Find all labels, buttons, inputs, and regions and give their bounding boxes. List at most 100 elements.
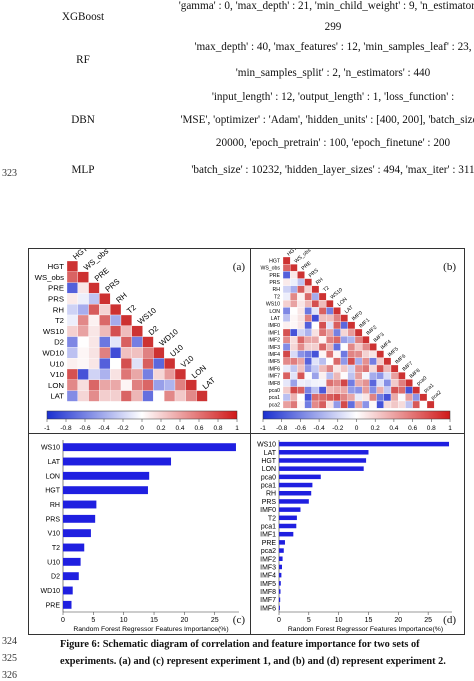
x-axis-label: Random Forest Regressor Features Importa… bbox=[73, 626, 228, 633]
heatmap-cell bbox=[99, 368, 111, 380]
heatmap-cell bbox=[318, 292, 327, 301]
heatmap-cell bbox=[297, 357, 305, 366]
bar-category-label: LAT bbox=[48, 459, 61, 466]
x-tick-label: 10 bbox=[120, 617, 128, 624]
x-tick-label: 20 bbox=[180, 617, 188, 624]
heatmap-cell bbox=[282, 357, 291, 366]
heatmap-cell bbox=[164, 379, 176, 391]
heatmap-row-label: IMF0 bbox=[268, 323, 280, 329]
x-tick-label: 15 bbox=[150, 617, 158, 624]
heatmap-col-label: PRE bbox=[93, 266, 111, 283]
heatmap-cell bbox=[318, 379, 327, 387]
heatmap-cell bbox=[347, 321, 356, 330]
heatmap-cell bbox=[88, 314, 100, 326]
heatmap-cell bbox=[354, 372, 363, 380]
bar bbox=[63, 500, 97, 509]
heatmap-col-label: HGT bbox=[286, 249, 299, 258]
heatmap-cell bbox=[369, 350, 377, 358]
heatmap-row-label: PRS bbox=[48, 295, 64, 304]
heatmap-row-label: IMF4 bbox=[268, 352, 280, 358]
panel-label: (d) bbox=[443, 614, 456, 626]
heatmap-cell bbox=[383, 364, 392, 373]
heatmap-cell bbox=[390, 372, 399, 380]
heatmap-cell bbox=[340, 372, 348, 380]
heatmap-cell bbox=[99, 325, 111, 337]
x-tick-label: 5 bbox=[91, 617, 95, 624]
heatmap-cell bbox=[405, 393, 413, 402]
heatmap-cell bbox=[340, 357, 348, 366]
heatmap-cell bbox=[77, 390, 89, 402]
bar bbox=[279, 540, 285, 545]
heatmap-cell bbox=[282, 256, 291, 265]
heatmap-cell bbox=[398, 400, 406, 409]
heatmap-row-label: IMF3 bbox=[268, 345, 280, 351]
bar bbox=[279, 450, 369, 455]
heatmap-cell bbox=[290, 372, 298, 380]
bar-category-label: IMF8 bbox=[260, 589, 276, 596]
heatmap-cell bbox=[311, 350, 320, 358]
heatmap-cell bbox=[326, 400, 334, 409]
feature-importance-chart-d: WS10LATHGTLONpca0pca1RHPRSIMF0T2pca1IMF1… bbox=[257, 440, 452, 633]
bar bbox=[279, 499, 309, 504]
heatmap-cell bbox=[326, 393, 334, 402]
heatmap-row-label: IMF6 bbox=[268, 366, 280, 372]
colorbar-tick: -0.6 bbox=[295, 425, 307, 432]
x-tick-label: 25 bbox=[211, 617, 219, 624]
heatmap-row-label: HGT bbox=[48, 262, 65, 271]
heatmap-cell bbox=[398, 372, 406, 380]
bar-category-label: LAT bbox=[264, 450, 277, 457]
heatmap-cell bbox=[304, 372, 312, 380]
heatmap-cell bbox=[354, 328, 363, 337]
heatmap-cell bbox=[333, 307, 341, 315]
bar-category-label: LON bbox=[46, 473, 60, 480]
colorbar-tick: -0.8 bbox=[276, 425, 288, 432]
heatmap-cell bbox=[390, 386, 399, 394]
heatmap-cell bbox=[326, 321, 334, 330]
heatmap-cell bbox=[326, 343, 334, 351]
heatmap-cell bbox=[304, 336, 312, 344]
heatmap-cell bbox=[383, 379, 392, 387]
heatmap-cell bbox=[340, 364, 348, 373]
heatmap-cell bbox=[398, 393, 406, 402]
heatmap-cell bbox=[297, 393, 305, 402]
heatmap-cell bbox=[66, 304, 78, 316]
heatmap-cell bbox=[326, 357, 334, 366]
heatmap-cell bbox=[77, 282, 89, 294]
heatmap-cell bbox=[311, 314, 320, 322]
heatmap-cell bbox=[326, 372, 334, 380]
bar bbox=[63, 586, 73, 595]
heatmap-row-label: T2 bbox=[274, 294, 280, 300]
heatmap-cell bbox=[153, 379, 165, 391]
heatmap-cell bbox=[77, 358, 89, 370]
heatmap-col-label: T2 bbox=[125, 303, 138, 316]
heatmap-cell bbox=[318, 372, 327, 380]
heatmap-cell bbox=[131, 325, 143, 337]
heatmap-cell bbox=[290, 393, 298, 402]
heatmap-cell bbox=[347, 379, 356, 387]
bar-category-label: PRE bbox=[262, 540, 277, 547]
colorbar-tick: -1 bbox=[44, 425, 50, 432]
heatmap-cell bbox=[347, 400, 356, 409]
heatmap-cell bbox=[362, 350, 370, 358]
heatmap-cell bbox=[110, 368, 122, 380]
heatmap-cell bbox=[333, 321, 341, 330]
heatmap-cell bbox=[333, 357, 341, 366]
heatmap-cell bbox=[311, 393, 320, 402]
heatmap-row-label: WS10 bbox=[43, 327, 65, 336]
model-name: XGBoost bbox=[61, 10, 105, 23]
heatmap-cell bbox=[412, 400, 420, 409]
feature-importance-panel-c: WS10 LAT LON HGT RH PRS V10 T2 U10 D2 WD10 PRE 0 5 10 1… bbox=[28, 433, 252, 635]
heatmap-cell bbox=[66, 347, 78, 359]
heatmap-cell bbox=[290, 300, 298, 308]
bar-category-label: IMF7 bbox=[260, 597, 276, 604]
heatmap-cell bbox=[99, 336, 111, 348]
heatmap-cell bbox=[318, 386, 327, 394]
line-number: 326 bbox=[2, 670, 17, 681]
colorbar-tick: 0.8 bbox=[213, 425, 222, 432]
heatmap-row-label: IMF8 bbox=[268, 381, 280, 387]
heatmap-cell bbox=[297, 379, 305, 387]
heatmap-cell bbox=[142, 358, 154, 370]
bar-category-label: PRS bbox=[46, 516, 61, 523]
heatmap-row-label: pca2 bbox=[269, 402, 280, 408]
heatmap-cell bbox=[77, 379, 89, 391]
